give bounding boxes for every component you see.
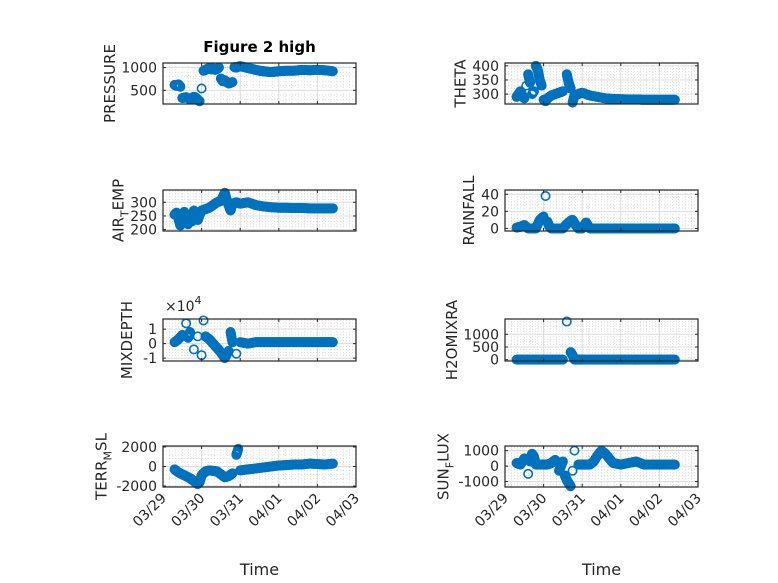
x-tick-label: 04/02 <box>626 491 666 531</box>
y-tick-label: 300 <box>472 87 499 103</box>
data-point <box>536 80 547 91</box>
data-point <box>528 86 539 97</box>
data-point <box>327 66 338 77</box>
data-series <box>511 445 680 492</box>
y-axis-label: AIRTEMP <box>110 179 132 242</box>
y-tick-label: -1 <box>143 351 157 367</box>
y-tick-label: 20 <box>481 204 499 220</box>
x-axis-label: Time <box>581 560 621 579</box>
data-point <box>519 93 530 104</box>
y-tick-label: 2000 <box>121 440 157 456</box>
x-tick-label: 03/30 <box>169 491 209 531</box>
data-point <box>231 348 242 359</box>
y-tick-label: 40 <box>481 187 499 203</box>
data-point <box>327 337 338 348</box>
y-axis-label: RAINFALL <box>460 175 478 246</box>
y-tick-label: -2000 <box>116 479 157 495</box>
data-point <box>565 481 576 492</box>
y-tick-label: 0 <box>148 460 157 476</box>
x-tick-label: 03/31 <box>549 491 589 531</box>
axes-box <box>162 189 357 232</box>
data-point <box>175 81 186 92</box>
y-tick-label: 400 <box>472 59 499 75</box>
data-point <box>196 83 207 94</box>
subplot-terr-msl: -200002000TERRMSL03/2903/3003/3104/0104/… <box>93 432 363 579</box>
x-tick-label: 04/03 <box>665 491 705 531</box>
data-point <box>188 344 199 355</box>
data-series <box>169 443 338 490</box>
y-axis-label: MIXDEPTH <box>118 301 136 379</box>
y-tick-label: 300 <box>130 195 157 211</box>
data-point <box>227 77 238 88</box>
data-point <box>540 190 551 201</box>
data-series <box>169 61 338 107</box>
data-point <box>557 456 568 467</box>
y-tick-label: -1000 <box>458 475 499 491</box>
data-series <box>511 60 680 108</box>
data-point <box>525 77 536 88</box>
x-tick-label: 04/01 <box>588 491 628 531</box>
x-tick-label: 03/29 <box>130 491 170 531</box>
y-tick-label: 500 <box>130 83 157 99</box>
y-tick-label: 500 <box>472 340 499 356</box>
y-tick-label: 1000 <box>463 327 499 343</box>
data-point <box>567 465 578 476</box>
axes-box <box>162 318 357 362</box>
y-axis-label: TERRMSL <box>93 432 115 501</box>
x-tick-label: 04/03 <box>323 491 363 531</box>
data-series <box>169 187 338 231</box>
data-point <box>561 316 572 327</box>
y-axis-label: SUNFLUX <box>435 433 457 500</box>
data-series <box>511 316 680 365</box>
y-axis-label: H2OMIXRA <box>443 299 461 380</box>
data-point <box>557 354 568 365</box>
axes-box <box>504 62 699 105</box>
axes-box <box>504 318 699 362</box>
y-tick-label: 0 <box>490 221 499 237</box>
data-series <box>511 190 680 234</box>
data-point <box>669 354 680 365</box>
data-point <box>198 315 209 326</box>
data-point <box>233 443 244 454</box>
y-tick-label: 0 <box>490 459 499 475</box>
axes-box <box>504 189 699 232</box>
data-point <box>185 327 196 338</box>
x-tick-label: 04/01 <box>246 491 286 531</box>
data-point <box>327 458 338 469</box>
y-axis-label: THETA <box>452 59 470 109</box>
data-point <box>669 223 680 234</box>
y-tick-label: 0 <box>490 353 499 369</box>
data-point <box>194 96 205 107</box>
subplot-mixdepth: -101 ×104 MIXDEPTH <box>118 294 357 379</box>
y-axis-label: PRESSURE <box>101 44 119 123</box>
data-point <box>523 468 534 479</box>
y-tick-label: 200 <box>130 223 157 239</box>
axes-box <box>162 62 357 105</box>
x-axis-label: Time <box>239 560 279 579</box>
y-tick-label: 0 <box>148 337 157 353</box>
data-series <box>169 315 338 364</box>
chart-title: Figure 2 high <box>203 38 316 56</box>
y-tick-label: 1000 <box>121 61 157 77</box>
x-tick-label: 03/31 <box>207 491 247 531</box>
y-tick-label: 350 <box>472 73 499 89</box>
x-tick-label: 03/29 <box>472 491 512 531</box>
x-tick-label: 04/02 <box>284 491 324 531</box>
data-point <box>327 203 338 214</box>
y-exponent-label: ×104 <box>165 294 202 315</box>
y-tick-label: 1000 <box>463 444 499 460</box>
data-point <box>669 459 680 470</box>
y-tick-label: 250 <box>130 209 157 225</box>
subplot-sun-flux: -100001000SUNFLUX03/2903/3003/3104/0104/… <box>435 433 705 579</box>
x-tick-label: 03/30 <box>511 491 551 531</box>
y-tick-label: 1 <box>148 322 157 338</box>
